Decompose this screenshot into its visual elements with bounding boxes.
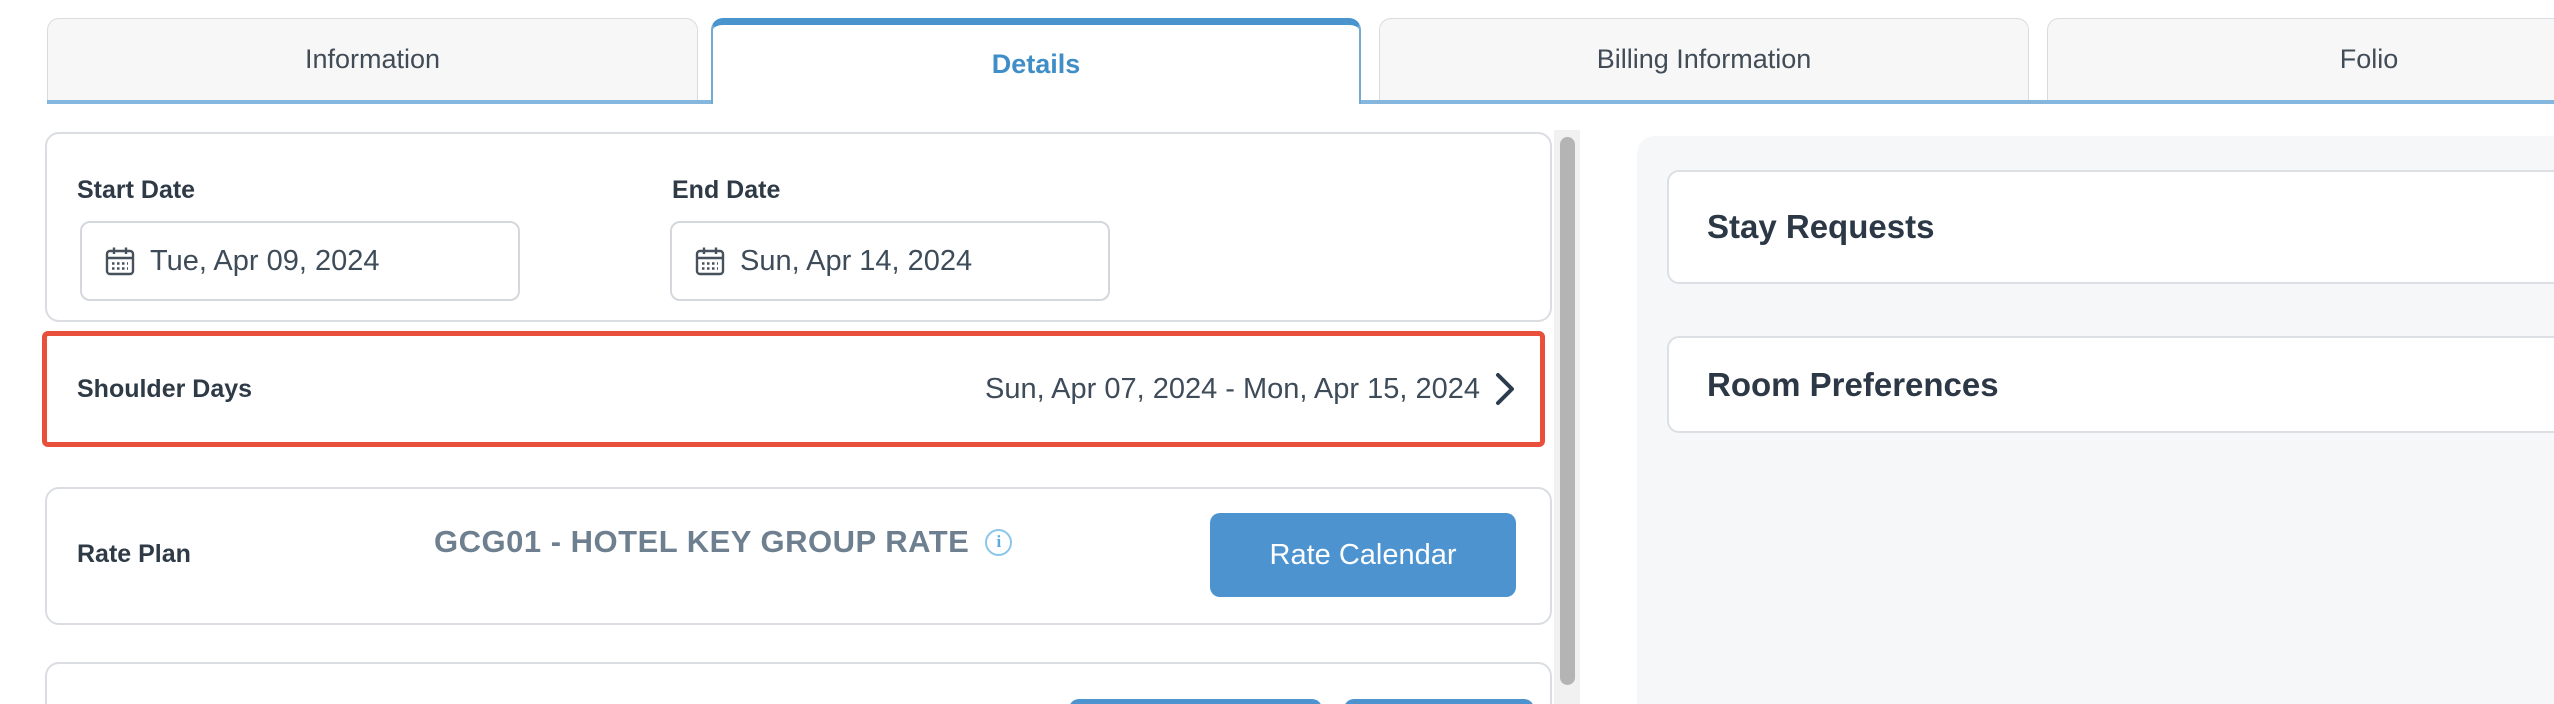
stay-requests-card[interactable]: Stay Requests bbox=[1667, 170, 2554, 284]
rate-plan-value: GCG01 - HOTEL KEY GROUP RATE bbox=[434, 524, 970, 559]
shoulder-days-expander[interactable]: Sun, Apr 07, 2024 - Mon, Apr 15, 2024 bbox=[985, 372, 1516, 406]
tab-details[interactable]: Details bbox=[711, 18, 1361, 104]
room-preferences-card[interactable]: Room Preferences bbox=[1667, 336, 2554, 433]
bottom-left-action-button[interactable] bbox=[1069, 699, 1322, 704]
tab-billing-information-label: Billing Information bbox=[1596, 44, 1812, 74]
tab-details-label: Details bbox=[991, 49, 1081, 79]
room-preferences-title: Room Preferences bbox=[1707, 365, 1999, 403]
end-date-value: Sun, Apr 14, 2024 bbox=[740, 244, 973, 277]
calendar-icon bbox=[104, 245, 136, 277]
start-date-value: Tue, Apr 09, 2024 bbox=[150, 244, 380, 277]
stay-requests-title: Stay Requests bbox=[1707, 208, 1935, 245]
right-panel: Stay Requests Room Preferences bbox=[1637, 136, 2554, 704]
tab-folio-label: Folio bbox=[2339, 44, 2399, 74]
end-date-input[interactable]: Sun, Apr 14, 2024 bbox=[670, 221, 1110, 301]
bottom-right-action-button[interactable] bbox=[1344, 699, 1534, 704]
shoulder-days-value: Sun, Apr 07, 2024 - Mon, Apr 15, 2024 bbox=[985, 372, 1480, 405]
room-type-card-partial bbox=[45, 662, 1552, 704]
rate-plan-card: Rate Plan GCG01 - HOTEL KEY GROUP RATE i… bbox=[45, 487, 1552, 625]
shoulder-days-label: Shoulder Days bbox=[77, 374, 253, 403]
end-date-label: End Date bbox=[672, 176, 781, 204]
tab-folio[interactable]: Folio bbox=[2047, 18, 2554, 100]
left-panel-scrollbar-thumb[interactable] bbox=[1560, 137, 1575, 685]
rate-calendar-button[interactable]: Rate Calendar bbox=[1210, 513, 1516, 597]
tab-information-label: Information bbox=[304, 44, 441, 74]
start-date-input[interactable]: Tue, Apr 09, 2024 bbox=[80, 221, 520, 301]
calendar-icon bbox=[694, 245, 726, 277]
dates-card: Start Date Tue, Apr 09, 2024 End Date bbox=[45, 132, 1552, 322]
tab-billing-information[interactable]: Billing Information bbox=[1379, 18, 2029, 100]
chevron-right-icon bbox=[1494, 372, 1516, 406]
start-date-label: Start Date bbox=[77, 176, 196, 204]
rate-plan-label: Rate Plan bbox=[77, 540, 191, 568]
shoulder-days-row-highlighted: Shoulder Days Sun, Apr 07, 2024 - Mon, A… bbox=[42, 331, 1545, 447]
tab-information[interactable]: Information bbox=[47, 18, 698, 100]
info-icon[interactable]: i bbox=[985, 528, 1013, 556]
